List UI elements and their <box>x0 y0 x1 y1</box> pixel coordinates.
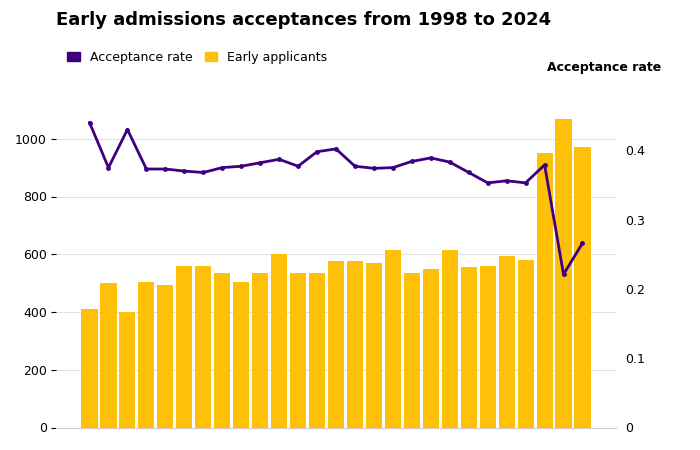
Bar <box>404 273 420 428</box>
Bar <box>536 153 552 427</box>
Bar <box>290 273 306 428</box>
Bar <box>347 261 363 428</box>
Bar <box>328 261 344 428</box>
Bar <box>100 283 116 428</box>
Bar <box>158 284 174 427</box>
Bar <box>366 263 382 428</box>
Legend: Acceptance rate, Early applicants: Acceptance rate, Early applicants <box>62 45 332 69</box>
Bar <box>271 254 287 428</box>
Bar <box>575 148 591 428</box>
Bar <box>176 266 193 428</box>
Bar <box>139 282 155 428</box>
Bar <box>556 118 572 428</box>
Bar <box>442 250 458 428</box>
Text: Early admissions acceptances from 1998 to 2024: Early admissions acceptances from 1998 t… <box>56 11 551 29</box>
Text: Acceptance rate: Acceptance rate <box>547 61 661 74</box>
Bar <box>309 273 325 428</box>
Bar <box>517 260 533 428</box>
Bar <box>461 267 477 428</box>
Bar <box>81 309 97 428</box>
Bar <box>195 266 211 428</box>
Bar <box>252 273 268 428</box>
Bar <box>233 282 249 428</box>
Bar <box>480 266 496 428</box>
Bar <box>214 273 230 428</box>
Bar <box>423 269 439 428</box>
Bar <box>385 250 401 428</box>
Bar <box>498 256 514 428</box>
Bar <box>120 312 136 428</box>
